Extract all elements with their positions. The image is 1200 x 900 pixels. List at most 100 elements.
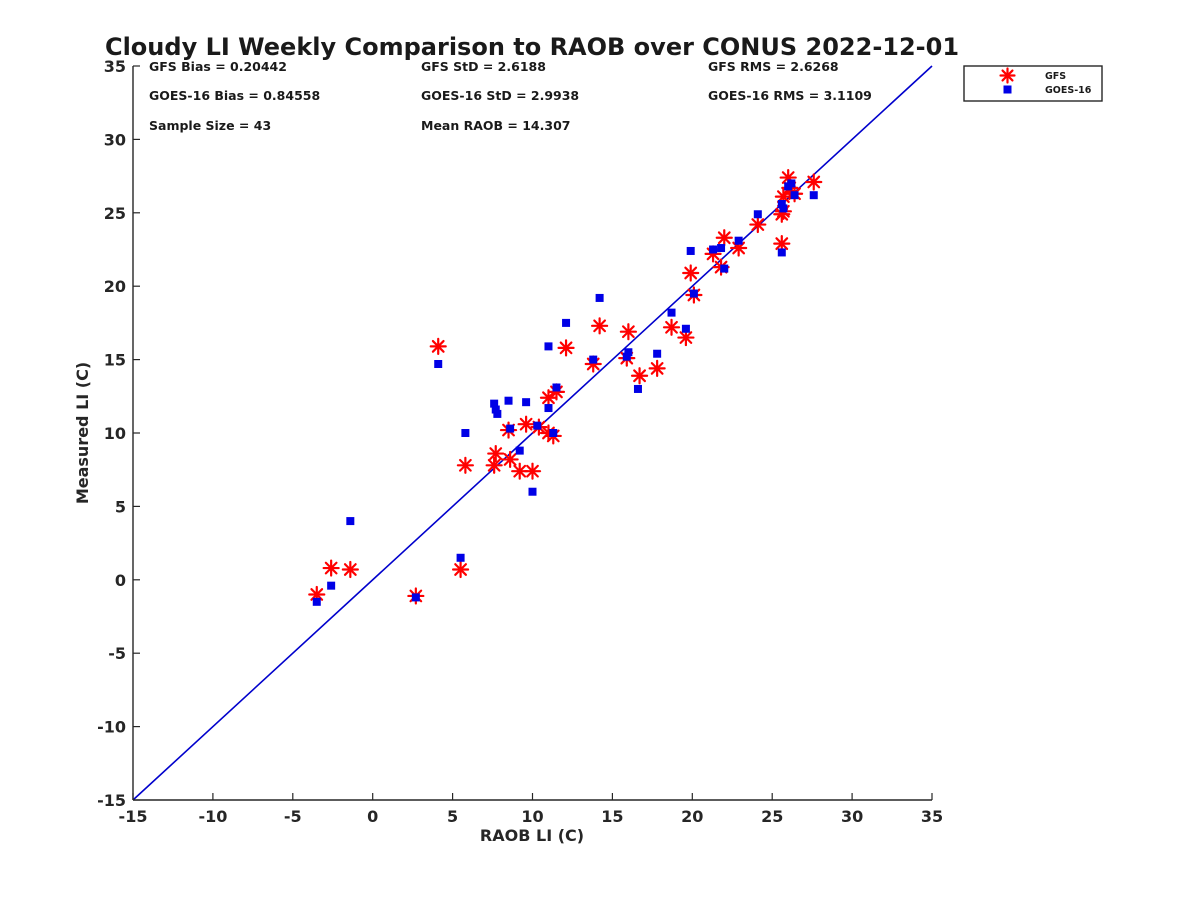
y-tick-label: 15 <box>104 351 126 370</box>
gfs-point <box>619 323 637 341</box>
goes-16-point <box>434 360 443 369</box>
y-tick-label: -10 <box>97 718 126 737</box>
goes-16-point <box>686 246 695 255</box>
stat-goes-rms: GOES-16 RMS = 3.1109 <box>708 88 872 103</box>
goes-16-point <box>549 429 558 437</box>
x-tick-label: 15 <box>601 807 623 826</box>
gfs-point <box>805 173 823 191</box>
gfs-point <box>682 264 700 282</box>
x-tick-label: 20 <box>681 807 703 826</box>
gfs-point <box>485 456 503 474</box>
goes-16-point <box>506 424 515 433</box>
goes-16-point <box>490 399 499 408</box>
legend: GFS GOES-16 <box>963 65 1103 102</box>
goes-16-point <box>461 429 470 437</box>
goes-16-point <box>734 236 743 245</box>
gfs-point <box>715 229 733 247</box>
goes-16-point <box>312 597 321 606</box>
y-tick-label: -5 <box>108 644 126 663</box>
goes-16-point <box>689 289 698 298</box>
goes-16-point <box>327 581 336 590</box>
legend-gfs-marker <box>999 67 1016 84</box>
goes-16-point <box>653 349 662 358</box>
legend-goes-marker <box>1003 85 1012 94</box>
one-to-one-line <box>132 65 933 801</box>
goes-16-point <box>595 293 604 302</box>
x-tick-label: -10 <box>198 807 227 826</box>
gfs-point <box>487 444 505 463</box>
x-tick-label: 35 <box>921 807 943 826</box>
goes-16-point <box>777 199 786 208</box>
legend-goes-label: GOES-16 <box>1045 85 1092 96</box>
goes-16-point <box>720 264 729 273</box>
legend-box <box>963 65 1103 102</box>
gfs-point <box>648 359 666 378</box>
x-tick-label: -5 <box>284 807 302 826</box>
goes-16-point <box>622 352 631 361</box>
goes-16-point <box>544 404 553 413</box>
goes-16-point <box>522 398 531 407</box>
gfs-point <box>773 235 791 253</box>
goes-16-point <box>633 384 642 393</box>
y-tick-label: 10 <box>104 424 126 443</box>
goes-16-point <box>790 191 799 200</box>
gfs-point <box>322 559 340 577</box>
y-tick-label: 5 <box>115 497 126 516</box>
goes-16-point <box>753 210 762 219</box>
gfs-point <box>501 450 519 469</box>
goes-16-point <box>346 517 355 526</box>
chart-title: Cloudy LI Weekly Comparison to RAOB over… <box>105 33 959 61</box>
gfs-point <box>429 337 447 355</box>
goes-16-point <box>544 342 553 351</box>
x-tick-label: 25 <box>761 807 783 826</box>
goes-16-point <box>533 421 542 430</box>
gfs-point <box>749 215 767 234</box>
goes-16-point <box>667 308 676 317</box>
stat-goes-std: GOES-16 StD = 2.9938 <box>421 88 579 103</box>
goes-16-point <box>456 553 465 562</box>
gfs-point <box>523 462 542 480</box>
y-tick-label: 30 <box>104 130 126 149</box>
legend-gfs-asterisk <box>999 67 1016 84</box>
gfs-point <box>677 328 695 347</box>
goes-16-point <box>624 348 633 357</box>
stat-gfs-rms: GFS RMS = 2.6268 <box>708 59 839 74</box>
goes-16-point <box>562 318 571 327</box>
x-axis-label: RAOB LI (C) <box>480 826 584 845</box>
goes-16-point <box>528 487 537 496</box>
gfs-point <box>456 456 474 474</box>
stat-mean-raob: Mean RAOB = 14.307 <box>421 118 570 133</box>
stat-gfs-bias: GFS Bias = 0.20442 <box>149 59 287 74</box>
x-tick-label: 30 <box>841 807 863 826</box>
stat-gfs-std: GFS StD = 2.6188 <box>421 59 546 74</box>
gfs-point <box>517 415 535 433</box>
goes-16-point <box>809 191 818 200</box>
stat-goes-bias: GOES-16 Bias = 0.84558 <box>149 88 320 103</box>
y-tick-label: 20 <box>104 277 126 296</box>
y-tick-label: 25 <box>104 204 126 223</box>
goes-16-point <box>681 324 690 333</box>
goes-16-point <box>717 244 726 253</box>
x-tick-label: 10 <box>521 807 543 826</box>
y-tick-label: 0 <box>115 571 126 590</box>
x-tick-label: 5 <box>447 807 458 826</box>
legend-gfs-label: GFS <box>1045 71 1066 82</box>
gfs-point <box>557 339 575 357</box>
goes-16-point <box>779 204 788 213</box>
gfs-point <box>662 318 681 336</box>
goes-16-point <box>777 248 786 257</box>
goes-16-point <box>504 396 513 405</box>
goes-16-point <box>589 355 598 364</box>
goes-16-point <box>709 245 718 254</box>
y-axis-label: Measured LI (C) <box>73 362 92 504</box>
goes-16-point <box>787 179 796 188</box>
gfs-point <box>451 560 470 579</box>
goes-16-point <box>552 383 561 392</box>
gfs-point <box>591 317 609 335</box>
goes-16-point <box>493 409 502 418</box>
y-tick-label: 35 <box>104 57 126 76</box>
gfs-point <box>630 367 649 385</box>
goes-16-point <box>491 405 500 414</box>
goes-16-point <box>411 593 420 602</box>
